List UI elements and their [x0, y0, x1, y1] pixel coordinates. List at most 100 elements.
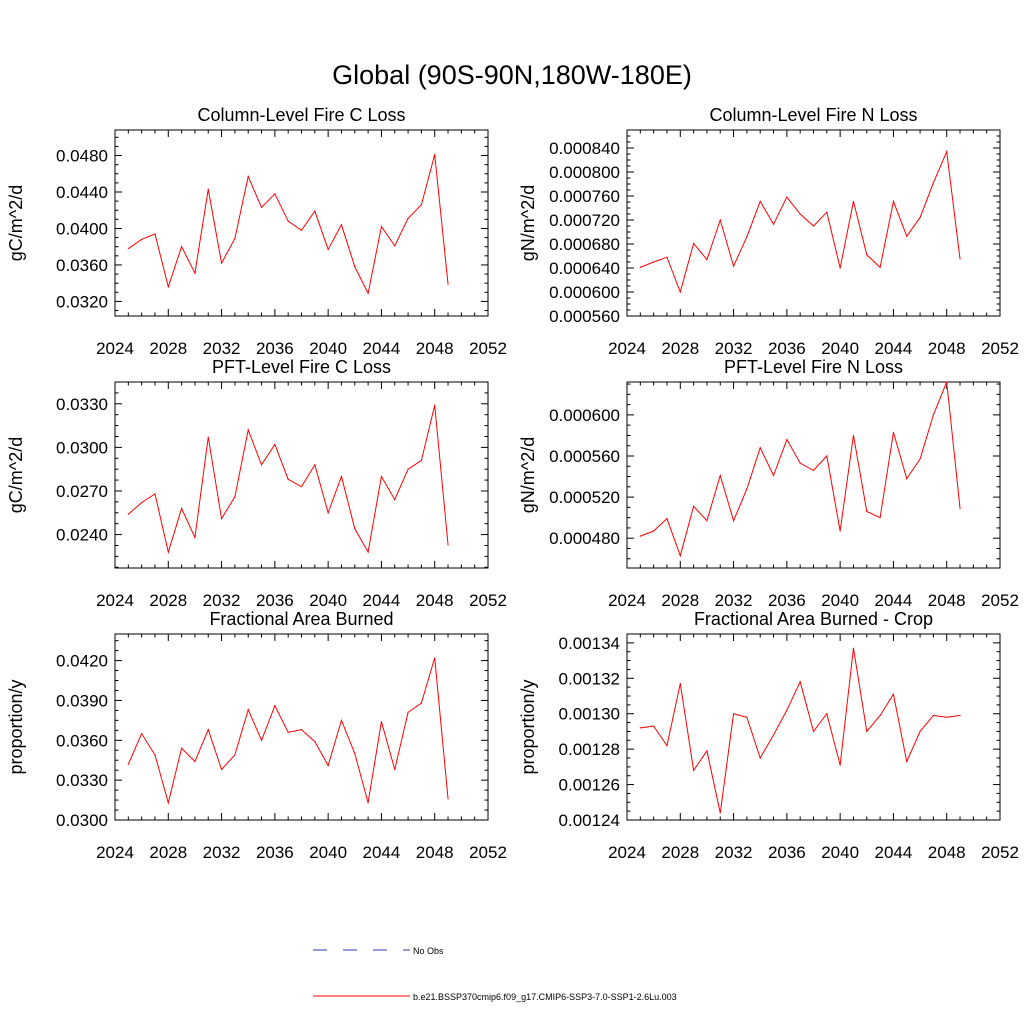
y-tick-label: 0.0360 — [56, 256, 108, 275]
data-point — [300, 729, 303, 731]
panels: Column-Level Fire C Loss gC/m^2/d 2024 2028… — [6, 105, 1019, 862]
data-point — [746, 488, 748, 490]
data-point — [732, 265, 735, 267]
data-point — [812, 469, 815, 471]
y-tick-label: 0.00126 — [559, 776, 620, 795]
data-point — [340, 224, 343, 226]
panel-title: PFT-Level Fire C Loss — [212, 357, 391, 377]
data-point — [679, 555, 681, 557]
panel-3: PFT-Level Fire C Loss gC/m^2/d 2024 2028 203… — [6, 357, 507, 610]
y-tick-label: 0.000600 — [549, 406, 620, 425]
y-tick-label: 0.00124 — [559, 811, 620, 830]
data-point — [946, 716, 948, 718]
x-tick-label: 2024 — [96, 339, 134, 358]
x-tick-label: 2028 — [661, 591, 699, 610]
data-point — [181, 747, 183, 749]
data-point — [207, 188, 209, 190]
series-line — [640, 149, 961, 294]
x-tick-label: 2036 — [256, 339, 294, 358]
data-point — [141, 502, 143, 504]
x-tick-label: 2036 — [256, 591, 294, 610]
data-point — [839, 267, 841, 269]
y-tick-label: 0.0300 — [56, 438, 108, 457]
x-tick-label: 2052 — [981, 339, 1019, 358]
y-tick-label: 0.00132 — [559, 669, 620, 688]
data-point — [434, 154, 436, 156]
y-tick-label: 0.000480 — [549, 529, 620, 548]
data-point — [759, 200, 761, 202]
data-point — [812, 225, 815, 227]
x-tick-label: 2052 — [981, 591, 1019, 610]
data-point — [394, 768, 396, 771]
data-point — [839, 764, 841, 766]
panel-title: Column-Level Fire C Loss — [197, 105, 405, 125]
y-tick-label: 0.0400 — [56, 219, 108, 238]
data-point — [826, 211, 828, 213]
data-point — [693, 769, 695, 772]
y-tick-label: 0.000680 — [549, 235, 620, 254]
data-point — [420, 459, 422, 462]
x-tick-label: 2036 — [768, 591, 806, 610]
data-point — [314, 741, 316, 743]
data-point — [141, 238, 143, 241]
y-axis-label: gC/m^2/d — [6, 437, 26, 513]
x-tick-label: 2040 — [821, 843, 859, 862]
series-line — [127, 405, 449, 554]
data-point — [447, 798, 449, 800]
x-tick-label: 2048 — [416, 339, 454, 358]
data-point — [407, 468, 409, 470]
data-point — [706, 520, 708, 522]
x-tick-label: 2048 — [928, 843, 966, 862]
data-point — [420, 702, 422, 704]
y-tick-label: 0.0270 — [56, 482, 108, 501]
x-tick-label: 2032 — [715, 591, 753, 610]
data-point — [167, 802, 169, 804]
y-axis-label: gC/m^2/d — [6, 185, 26, 261]
y-tick-label: 0.0440 — [56, 183, 108, 202]
x-tick-label: 2036 — [256, 843, 294, 862]
series-line — [640, 381, 961, 558]
panel-2: Column-Level Fire N Loss gN/m^2/d 2024 2028… — [518, 105, 1019, 358]
data-point — [786, 438, 788, 441]
y-axis-label: proportion/y — [518, 679, 538, 774]
data-point — [786, 709, 788, 711]
legend-label: b.e21.BSSP370cmip6.f09_g17.CMIP6-SSP3-7.… — [413, 992, 677, 1002]
data-point — [287, 220, 289, 222]
data-point — [653, 725, 655, 727]
data-point — [154, 493, 156, 495]
data-point — [812, 730, 815, 733]
panel-4: PFT-Level Fire N Loss gN/m^2/d 2024 2028 203… — [518, 357, 1019, 610]
x-tick-label: 2048 — [928, 339, 966, 358]
y-tick-label: 0.00128 — [559, 740, 620, 759]
data-point — [746, 716, 748, 718]
x-tick-label: 2024 — [96, 843, 134, 862]
data-point — [167, 551, 169, 553]
data-point — [679, 683, 681, 685]
data-point — [380, 226, 383, 228]
x-tick-label: 2044 — [875, 339, 913, 358]
data-point — [706, 750, 708, 752]
data-point — [127, 247, 129, 250]
data-point — [354, 752, 356, 755]
y-tick-label: 0.000560 — [549, 307, 620, 326]
data-point — [327, 512, 329, 514]
x-tick-label: 2044 — [875, 591, 913, 610]
y-tick-label: 0.000840 — [549, 139, 620, 158]
data-point — [207, 729, 209, 731]
data-point — [932, 414, 934, 416]
x-tick-label: 2048 — [928, 591, 966, 610]
data-point — [839, 530, 841, 532]
y-tick-label: 0.000800 — [549, 163, 620, 182]
data-point — [719, 474, 721, 477]
data-point — [919, 730, 921, 733]
data-point — [367, 292, 369, 294]
data-point — [287, 478, 289, 480]
plot-frame — [114, 381, 489, 569]
x-tick-label: 2036 — [768, 843, 806, 862]
data-point — [220, 768, 223, 771]
y-tick-label: 0.00134 — [559, 634, 620, 653]
data-point — [799, 213, 801, 215]
legend: No Obs b.e21.BSSP370cmip6.f09_g17.CMIP6-S… — [313, 946, 677, 1002]
data-point — [274, 705, 276, 707]
